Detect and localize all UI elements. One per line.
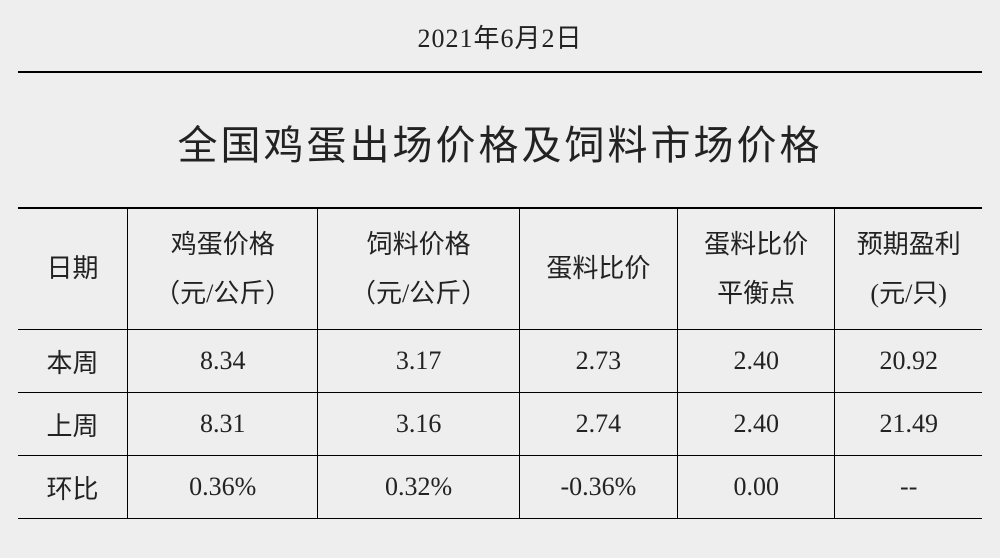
col-header-label: 蛋料比价 <box>682 220 830 269</box>
cell: -- <box>835 456 982 519</box>
price-table: 日期 鸡蛋价格 （元/公斤） 饲料价格 （元/公斤） 蛋料比价 蛋料比价 平衡点 <box>18 207 982 519</box>
col-header-label: 日期 <box>22 244 123 293</box>
page-title: 全国鸡蛋出场价格及饲料市场价格 <box>18 73 982 207</box>
cell: 2.73 <box>519 330 677 393</box>
col-header-breakeven: 蛋料比价 平衡点 <box>677 208 834 330</box>
col-header-label: 蛋料比价 <box>524 244 673 293</box>
date-line: 2021年6月2日 <box>18 0 982 73</box>
cell: 20.92 <box>835 330 982 393</box>
cell: 2.74 <box>519 393 677 456</box>
cell: 2.40 <box>677 393 834 456</box>
row-label: 本周 <box>18 330 128 393</box>
table-row: 上周 8.31 3.16 2.74 2.40 21.49 <box>18 393 982 456</box>
cell: 8.34 <box>128 330 318 393</box>
cell: -0.36% <box>519 456 677 519</box>
page: 2021年6月2日 全国鸡蛋出场价格及饲料市场价格 日期 鸡蛋价格 （元/公斤）… <box>0 0 1000 519</box>
cell: 0.32% <box>318 456 519 519</box>
table-row: 环比 0.36% 0.32% -0.36% 0.00 -- <box>18 456 982 519</box>
col-header-ratio: 蛋料比价 <box>519 208 677 330</box>
col-header-date: 日期 <box>18 208 128 330</box>
col-header-unit: （元/公斤） <box>322 269 514 318</box>
col-header-unit: 平衡点 <box>682 269 830 318</box>
col-header-unit: (元/只) <box>839 269 978 318</box>
table-row: 本周 8.34 3.17 2.73 2.40 20.92 <box>18 330 982 393</box>
cell: 21.49 <box>835 393 982 456</box>
cell: 0.00 <box>677 456 834 519</box>
cell: 3.16 <box>318 393 519 456</box>
table-header-row: 日期 鸡蛋价格 （元/公斤） 饲料价格 （元/公斤） 蛋料比价 蛋料比价 平衡点 <box>18 208 982 330</box>
col-header-feed-price: 饲料价格 （元/公斤） <box>318 208 519 330</box>
col-header-label: 鸡蛋价格 <box>132 220 313 269</box>
cell: 3.17 <box>318 330 519 393</box>
cell: 0.36% <box>128 456 318 519</box>
col-header-profit: 预期盈利 (元/只) <box>835 208 982 330</box>
col-header-label: 饲料价格 <box>322 220 514 269</box>
row-label: 环比 <box>18 456 128 519</box>
cell: 8.31 <box>128 393 318 456</box>
row-label: 上周 <box>18 393 128 456</box>
col-header-label: 预期盈利 <box>839 220 978 269</box>
col-header-egg-price: 鸡蛋价格 （元/公斤） <box>128 208 318 330</box>
cell: 2.40 <box>677 330 834 393</box>
col-header-unit: （元/公斤） <box>132 269 313 318</box>
